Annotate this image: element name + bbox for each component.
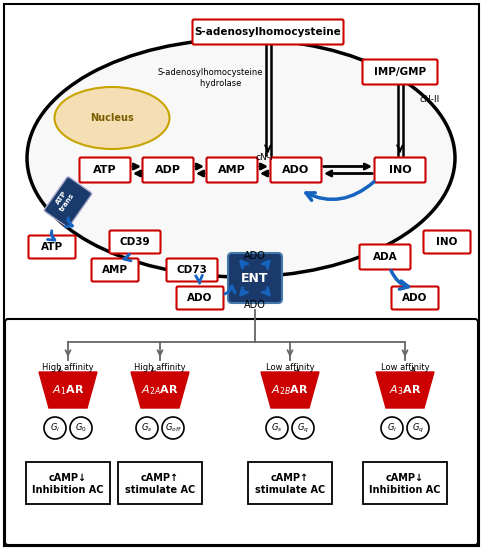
FancyBboxPatch shape <box>167 258 217 282</box>
FancyBboxPatch shape <box>91 258 139 282</box>
Circle shape <box>381 417 403 439</box>
Text: Low affinity: Low affinity <box>381 364 429 372</box>
Text: cAMP↑: cAMP↑ <box>271 473 309 483</box>
Text: S-adenosylhomocysteine
        hydrolase: S-adenosylhomocysteine hydrolase <box>157 68 263 87</box>
Circle shape <box>136 417 158 439</box>
Text: INO: INO <box>436 237 458 247</box>
Ellipse shape <box>55 87 170 149</box>
Text: $G_s$: $G_s$ <box>142 422 153 435</box>
FancyBboxPatch shape <box>392 287 439 310</box>
Text: cAMP↓: cAMP↓ <box>386 473 424 483</box>
Text: ADP: ADP <box>155 165 181 175</box>
Text: IMP/GMP: IMP/GMP <box>374 67 426 77</box>
FancyBboxPatch shape <box>228 253 282 303</box>
FancyBboxPatch shape <box>118 462 202 504</box>
Text: $A_{2A}$AR: $A_{2A}$AR <box>141 383 179 397</box>
Text: cAMP↓: cAMP↓ <box>49 473 87 483</box>
Text: ATP: ATP <box>93 165 117 175</box>
Text: stimulate AC: stimulate AC <box>125 485 195 495</box>
Text: High affinity: High affinity <box>42 364 94 372</box>
Circle shape <box>162 417 184 439</box>
Text: $G_0$: $G_0$ <box>75 422 87 435</box>
Text: INO: INO <box>389 165 412 175</box>
Text: ADO: ADO <box>402 293 427 303</box>
Text: $G_q$: $G_q$ <box>412 421 424 434</box>
Polygon shape <box>261 372 319 408</box>
FancyBboxPatch shape <box>374 157 426 183</box>
Text: Inhibition AC: Inhibition AC <box>369 485 441 495</box>
Text: ADO: ADO <box>187 293 213 303</box>
FancyBboxPatch shape <box>270 157 322 183</box>
Polygon shape <box>131 372 189 408</box>
Text: $G_s$: $G_s$ <box>271 422 283 435</box>
FancyBboxPatch shape <box>248 462 332 504</box>
Text: stimulate AC: stimulate AC <box>255 485 325 495</box>
Circle shape <box>407 417 429 439</box>
Circle shape <box>70 417 92 439</box>
Text: cN-I: cN-I <box>255 152 273 162</box>
Text: $G_q$: $G_q$ <box>297 421 309 434</box>
Text: ATP
trans: ATP trans <box>53 188 75 212</box>
Text: cN-II: cN-II <box>420 96 440 104</box>
Text: ADA: ADA <box>373 252 398 262</box>
Text: Low affinity: Low affinity <box>266 364 314 372</box>
Text: Nucleus: Nucleus <box>90 113 134 123</box>
Text: CD73: CD73 <box>177 265 207 275</box>
FancyBboxPatch shape <box>4 4 479 546</box>
FancyBboxPatch shape <box>193 19 343 45</box>
Polygon shape <box>376 372 434 408</box>
FancyBboxPatch shape <box>110 230 160 254</box>
Text: $A_3$AR: $A_3$AR <box>389 383 421 397</box>
Text: CD39: CD39 <box>120 237 150 247</box>
Polygon shape <box>39 372 97 408</box>
FancyBboxPatch shape <box>363 59 438 85</box>
FancyBboxPatch shape <box>207 157 257 183</box>
FancyBboxPatch shape <box>44 177 92 227</box>
Text: $G_i$: $G_i$ <box>387 422 397 435</box>
FancyBboxPatch shape <box>176 287 224 310</box>
Text: ADO: ADO <box>244 300 266 310</box>
Text: AMP: AMP <box>102 265 128 275</box>
FancyBboxPatch shape <box>26 462 110 504</box>
FancyBboxPatch shape <box>363 462 447 504</box>
FancyBboxPatch shape <box>424 230 470 254</box>
FancyBboxPatch shape <box>28 235 75 258</box>
Text: $A_1$AR: $A_1$AR <box>52 383 84 397</box>
Text: $A_{2B}$AR: $A_{2B}$AR <box>271 383 309 397</box>
Text: $G_i$: $G_i$ <box>50 422 60 435</box>
Circle shape <box>266 417 288 439</box>
FancyBboxPatch shape <box>80 157 130 183</box>
Text: AMP: AMP <box>218 165 246 175</box>
Text: ADO: ADO <box>283 165 310 175</box>
Text: cAMP↑: cAMP↑ <box>141 473 179 483</box>
FancyBboxPatch shape <box>359 245 411 270</box>
FancyBboxPatch shape <box>5 319 478 545</box>
Text: $G_{off}$: $G_{off}$ <box>165 422 182 435</box>
Text: Inhibition AC: Inhibition AC <box>32 485 104 495</box>
Text: High affinity: High affinity <box>134 364 186 372</box>
Text: ENT: ENT <box>241 272 269 284</box>
Ellipse shape <box>27 39 455 277</box>
Text: ADO: ADO <box>244 251 266 261</box>
Text: ATP: ATP <box>41 242 63 252</box>
Text: S-adenosylhomocysteine: S-adenosylhomocysteine <box>195 27 341 37</box>
Circle shape <box>44 417 66 439</box>
Circle shape <box>292 417 314 439</box>
FancyBboxPatch shape <box>142 157 194 183</box>
